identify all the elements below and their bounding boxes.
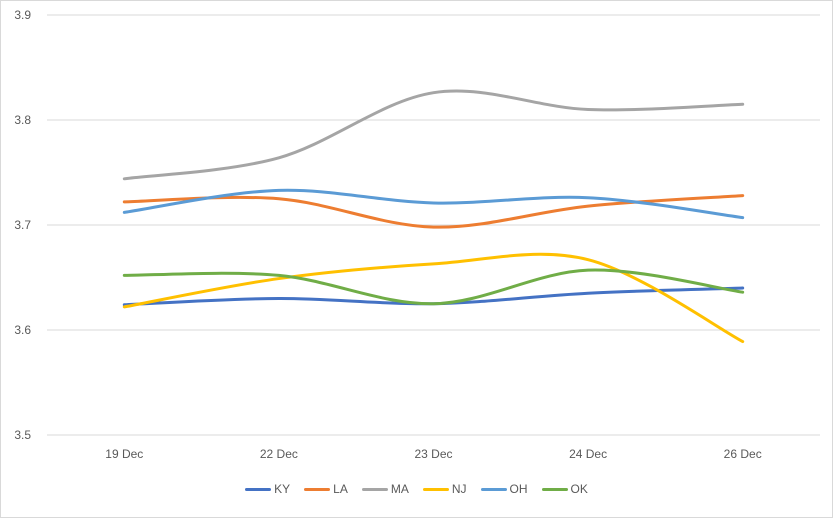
series-line-la xyxy=(122,194,745,229)
legend-item-la: LA xyxy=(304,482,348,496)
series-line-ok xyxy=(122,268,745,306)
legend-swatch xyxy=(361,487,388,491)
x-tick-label: 26 Dec xyxy=(724,447,762,461)
legend-swatch xyxy=(541,487,568,491)
x-tick-label: 22 Dec xyxy=(260,447,298,461)
legend-label: KY xyxy=(274,482,291,496)
y-tick-label: 3.8 xyxy=(14,113,31,127)
x-tick-label: 24 Dec xyxy=(569,447,607,461)
legend-item-oh: OH xyxy=(480,482,528,496)
x-tick-label: 19 Dec xyxy=(105,447,143,461)
legend-item-nj: NJ xyxy=(422,482,467,496)
legend-swatch xyxy=(480,487,507,491)
x-tick-label: 23 Dec xyxy=(414,447,452,461)
legend-swatch xyxy=(422,487,449,491)
series-line-oh xyxy=(122,188,745,220)
legend-item-ky: KY xyxy=(245,482,290,496)
series-line-ma xyxy=(122,89,745,181)
y-tick-label: 3.7 xyxy=(14,218,31,232)
series-line-nj xyxy=(122,252,745,344)
legend-swatch xyxy=(245,487,272,491)
legend-label: OH xyxy=(509,482,528,496)
legend-label: OK xyxy=(570,482,588,496)
legend-label: NJ xyxy=(451,482,467,496)
legend-label: MA xyxy=(390,482,409,496)
legend: KY LA MA NJ OH OK xyxy=(0,482,833,496)
legend-item-ok: OK xyxy=(541,482,588,496)
y-tick-label: 3.6 xyxy=(14,323,31,337)
y-tick-label: 3.5 xyxy=(14,428,31,442)
legend-item-ma: MA xyxy=(361,482,409,496)
legend-swatch xyxy=(304,487,331,491)
y-tick-label: 3.9 xyxy=(14,8,31,22)
legend-label: LA xyxy=(333,482,348,496)
